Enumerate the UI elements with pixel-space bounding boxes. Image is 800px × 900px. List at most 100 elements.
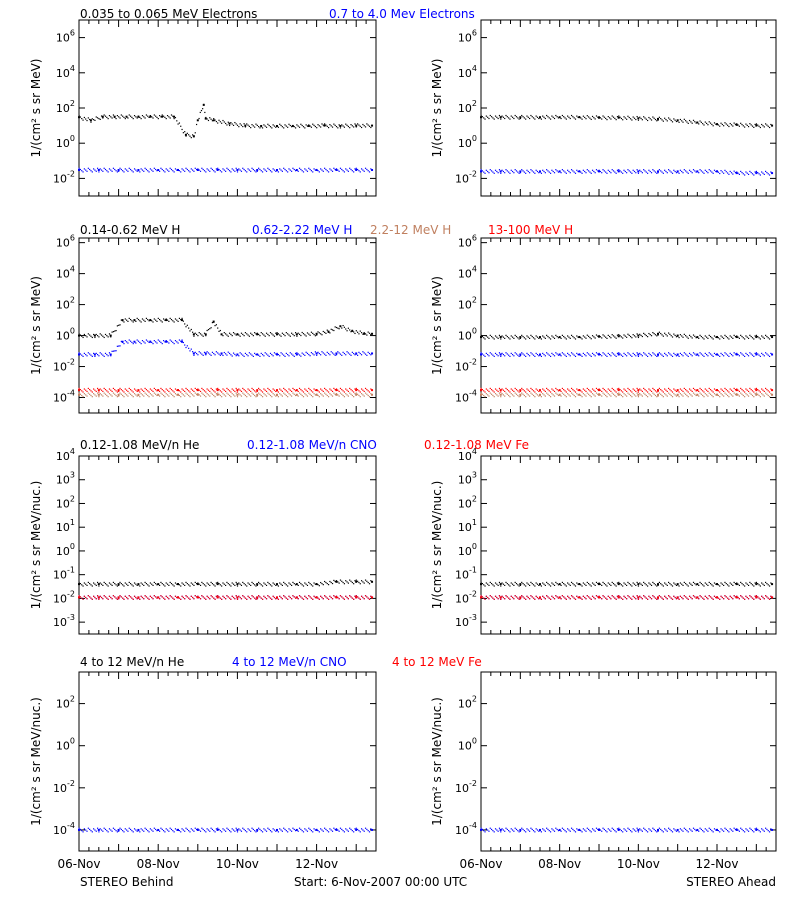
data-dot: [698, 123, 700, 125]
data-dot: [247, 334, 249, 336]
data-dot: [206, 118, 208, 120]
data-dot: [657, 334, 659, 336]
data-dot: [347, 327, 349, 329]
data-dot: [599, 583, 602, 585]
y-tick-label: 10-3: [455, 613, 477, 629]
data-dot: [185, 595, 187, 597]
data-dot: [563, 170, 565, 172]
data-dot: [578, 583, 581, 585]
data-dot: [264, 583, 266, 585]
data-dot: [580, 354, 582, 356]
data-dot: [576, 595, 578, 597]
data-dot: [766, 124, 768, 126]
data-dot: [757, 172, 759, 174]
data-dot: [696, 596, 699, 599]
data-dot: [703, 172, 705, 174]
data-dot: [662, 396, 664, 398]
data-dot: [536, 116, 539, 118]
data-dot: [591, 352, 594, 354]
data-dot: [494, 393, 497, 395]
data-dot: [250, 332, 252, 334]
data-dot: [349, 167, 351, 169]
data-dot: [644, 596, 646, 598]
data-dot: [207, 352, 210, 354]
data-dot: [89, 334, 91, 336]
data-dot: [616, 334, 619, 336]
data-dot: [750, 124, 752, 126]
data-dot: [193, 584, 195, 587]
data-dot: [341, 168, 343, 171]
data-point: [371, 389, 374, 392]
data-dot: [214, 396, 216, 398]
data-dot: [264, 596, 266, 599]
data-dot: [681, 583, 683, 585]
data-dot: [215, 582, 217, 584]
data-dot: [723, 337, 725, 339]
data-dot: [736, 393, 738, 395]
data-dot: [273, 169, 276, 171]
data-dot: [654, 354, 657, 356]
data-dot: [530, 392, 532, 394]
y-tick-label: 102: [56, 99, 75, 115]
data-dot: [726, 337, 729, 339]
data-dot: [321, 123, 323, 125]
data-dot: [691, 395, 693, 397]
data-dot: [576, 388, 578, 390]
data-dot: [119, 117, 121, 119]
data-dot: [572, 170, 574, 172]
data-dot: [548, 394, 550, 397]
data-dot: [232, 124, 235, 126]
data-dot: [335, 595, 338, 597]
data-dot: [248, 394, 250, 396]
data-dot: [129, 583, 132, 585]
data-dot: [143, 598, 145, 600]
data-dot: [582, 115, 584, 117]
data-dot: [539, 394, 541, 397]
data-dot: [124, 118, 126, 120]
data-dot: [116, 171, 118, 173]
data-dot: [511, 336, 514, 338]
data-dot: [127, 390, 129, 393]
data-dot: [314, 394, 316, 396]
data-dot: [148, 831, 150, 833]
data-dot: [749, 170, 751, 173]
data-dot: [349, 353, 351, 355]
data-dot: [677, 120, 679, 122]
data-dot: [91, 598, 93, 600]
data-dot: [713, 169, 716, 171]
data-point: [735, 596, 738, 599]
data-dot: [271, 333, 273, 335]
data-point: [480, 389, 482, 392]
series-black: [78, 579, 374, 587]
data-dot: [87, 392, 89, 394]
data-dot: [675, 172, 678, 174]
data-dot: [267, 167, 269, 169]
data-dot: [564, 171, 566, 173]
data-dot: [740, 595, 742, 597]
data-dot: [658, 595, 661, 597]
data-dot: [511, 583, 514, 585]
data-dot: [89, 118, 91, 121]
data-dot: [747, 126, 750, 128]
data-dot: [504, 337, 506, 339]
data-dot: [753, 338, 755, 340]
data-dot: [149, 318, 151, 321]
data-dot: [81, 354, 83, 356]
data-dot: [85, 169, 87, 171]
data-dot: [501, 115, 503, 117]
data-dot: [111, 598, 113, 600]
series-title: 4 to 12 MeV Fe: [392, 655, 482, 669]
data-dot: [156, 342, 158, 344]
data-dot: [359, 598, 361, 600]
data-dot: [243, 168, 245, 171]
data-dot: [641, 598, 643, 600]
y-tick-label: 100: [458, 134, 477, 150]
data-dot: [326, 125, 328, 127]
data-dot: [202, 596, 204, 598]
data-dot: [489, 392, 491, 394]
data-dot: [737, 596, 739, 599]
data-dot: [131, 341, 133, 344]
data-dot: [515, 583, 518, 585]
data-dot: [370, 126, 372, 129]
data-dot: [288, 334, 290, 336]
